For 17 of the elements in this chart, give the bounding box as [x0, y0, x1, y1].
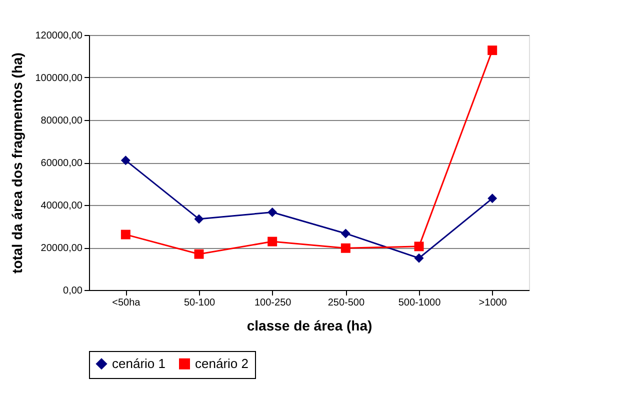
- y-tick-label: 100000,00: [35, 73, 83, 84]
- x-tick-label: 500-1000: [398, 298, 442, 308]
- y-tick-label: 120000,00: [35, 30, 83, 42]
- x-tick-label: <50ha: [112, 298, 141, 308]
- x-axis-title: classe de área (ha): [246, 318, 372, 334]
- legend-label: cenário 1: [112, 356, 166, 371]
- x-tick-label: >1000: [478, 298, 508, 308]
- y-tick-label: 0,00: [63, 286, 83, 296]
- x-tick-label: 100-250: [254, 298, 292, 308]
- y-tick-label: 60000,00: [40, 158, 83, 169]
- y-tick-label: 80000,00: [40, 116, 83, 126]
- legend-label: cenário 2: [195, 356, 248, 371]
- y-tick-label: 20000,00: [40, 243, 83, 254]
- y-axis-title: total da área dos fragmentos (ha): [9, 52, 26, 274]
- x-tick-label: 250-500: [328, 298, 365, 308]
- y-tick-label: 40000,00: [40, 200, 83, 212]
- x-tick-label: 50-100: [184, 298, 216, 308]
